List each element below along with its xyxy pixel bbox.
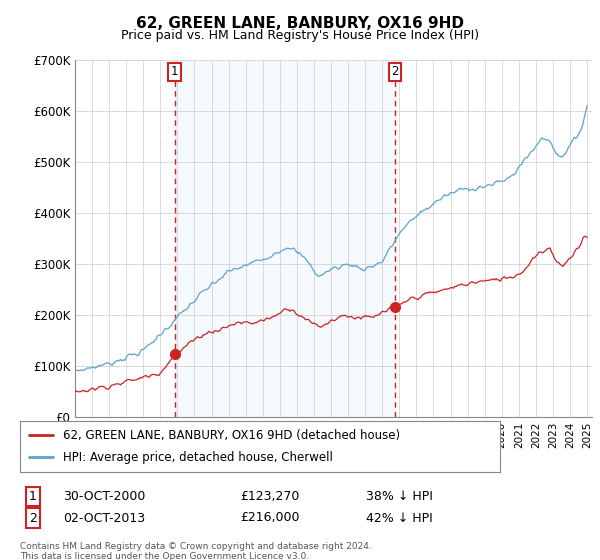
Text: 62, GREEN LANE, BANBURY, OX16 9HD (detached house): 62, GREEN LANE, BANBURY, OX16 9HD (detac… — [63, 429, 400, 442]
Text: 2: 2 — [29, 511, 37, 525]
Bar — [175, 60, 395, 417]
Text: 02-OCT-2013: 02-OCT-2013 — [63, 511, 145, 525]
Text: £216,000: £216,000 — [240, 511, 299, 525]
Text: 30-OCT-2000: 30-OCT-2000 — [63, 489, 145, 503]
Text: 42% ↓ HPI: 42% ↓ HPI — [366, 511, 433, 525]
Text: 38% ↓ HPI: 38% ↓ HPI — [366, 489, 433, 503]
Text: HPI: Average price, detached house, Cherwell: HPI: Average price, detached house, Cher… — [63, 451, 333, 464]
Text: Contains HM Land Registry data © Crown copyright and database right 2024.
This d: Contains HM Land Registry data © Crown c… — [20, 542, 371, 560]
Text: £123,270: £123,270 — [240, 489, 299, 503]
Text: 1: 1 — [29, 489, 37, 503]
Text: Price paid vs. HM Land Registry's House Price Index (HPI): Price paid vs. HM Land Registry's House … — [121, 29, 479, 42]
Text: 2: 2 — [391, 66, 399, 78]
Text: 1: 1 — [171, 66, 178, 78]
Text: 62, GREEN LANE, BANBURY, OX16 9HD: 62, GREEN LANE, BANBURY, OX16 9HD — [136, 16, 464, 31]
